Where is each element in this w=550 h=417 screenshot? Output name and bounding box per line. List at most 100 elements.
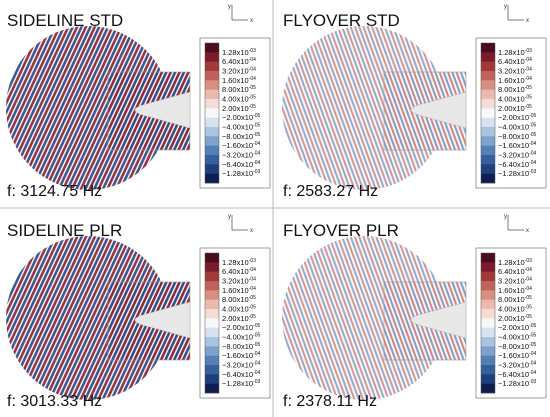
label-exponent: -03 [249, 48, 256, 54]
label-exponent: -05 [529, 123, 536, 129]
label-exponent: -05 [525, 85, 532, 91]
colorbar-band [481, 145, 495, 156]
colorbar-band [205, 346, 219, 356]
axis-label: y [504, 4, 507, 10]
frequency: f: 3124.75 Hz [7, 183, 102, 200]
colorbar-label: −3.20x10-04 [498, 361, 537, 370]
colorbar-band [205, 89, 219, 100]
label-mantissa: −6.40x10 [498, 370, 529, 379]
label-mantissa: −1.28x10 [222, 169, 253, 178]
colorbar-label: 1.28x10-03 [222, 258, 256, 267]
label-exponent: -05 [253, 333, 260, 339]
label-mantissa: −3.20x10 [222, 151, 253, 160]
label-mantissa: −3.20x10 [222, 361, 253, 370]
label-exponent: -05 [249, 104, 256, 110]
colorbar-band [205, 127, 219, 137]
label-exponent: -05 [249, 314, 256, 320]
colorbar-band [481, 337, 495, 347]
colorbar-outline [204, 252, 220, 394]
colorbar-label: 2.00x10-05 [498, 104, 532, 113]
label-mantissa: 8.00x10 [222, 85, 249, 94]
label-exponent: -05 [525, 305, 532, 311]
colorbar-band [205, 318, 219, 328]
colorbar-label: 6.40x10-04 [498, 57, 532, 66]
panel-title: FLYOVER PLR [283, 221, 399, 240]
colorbar-label: 6.40x10-04 [222, 57, 256, 66]
axis-label: y [504, 214, 507, 220]
label-mantissa: 8.00x10 [498, 85, 525, 94]
label-exponent: -04 [529, 370, 536, 376]
colorbar-label: −1.28x10-03 [222, 379, 261, 388]
label-exponent: -04 [525, 277, 532, 283]
colorbar-band [205, 164, 219, 174]
colorbar-band [481, 309, 495, 319]
label-exponent: -05 [529, 323, 536, 329]
label-mantissa: −8.00x10 [498, 342, 529, 351]
label-exponent: -04 [249, 67, 256, 73]
label-exponent: -04 [529, 151, 536, 157]
label-exponent: -05 [253, 132, 260, 138]
label-mantissa: 2.00x10 [222, 104, 249, 113]
label-exponent: -04 [529, 160, 536, 166]
frequency: f: 2378.11 Hz [283, 393, 377, 410]
panel-title: SIDELINE STD [7, 11, 123, 30]
label-exponent: -05 [525, 314, 532, 320]
label-exponent: -03 [249, 258, 256, 264]
colorbar-label: 2.00x10-05 [498, 314, 532, 323]
colorbar-label: −2.00x10-05 [222, 323, 261, 332]
label-mantissa: 6.40x10 [498, 57, 525, 66]
label-exponent: -05 [253, 342, 260, 348]
colorbar-label: 8.00x10-05 [222, 295, 256, 304]
label-exponent: -05 [253, 113, 260, 119]
label-mantissa: 1.28x10 [222, 258, 249, 267]
colorbar-band [205, 99, 219, 109]
label-mantissa: 1.28x10 [498, 258, 525, 267]
colorbar-band [205, 374, 219, 384]
label-exponent: -04 [253, 160, 260, 166]
label-mantissa: −1.60x10 [498, 141, 529, 150]
colorbar-band [205, 281, 219, 291]
axis-label: y [228, 4, 231, 10]
colorbar-label: −1.60x10-04 [498, 351, 537, 360]
colorbar-band [481, 136, 495, 146]
label-mantissa: −1.28x10 [498, 169, 529, 178]
colorbar-label: −4.00x10-05 [222, 333, 261, 342]
axis-label: x [250, 228, 253, 234]
colorbar-label: −6.40x10-04 [222, 370, 261, 379]
label-mantissa: 4.00x10 [222, 95, 249, 104]
colorbar-band [481, 155, 495, 165]
colorbar-label: −3.20x10-04 [222, 361, 261, 370]
label-exponent: -05 [529, 342, 536, 348]
label-mantissa: −8.00x10 [222, 342, 253, 351]
label-exponent: -05 [525, 95, 532, 101]
label-exponent: -05 [253, 123, 260, 129]
label-mantissa: 3.20x10 [498, 277, 525, 286]
label-exponent: -04 [525, 267, 532, 273]
label-mantissa: −1.60x10 [498, 351, 529, 360]
colorbar-band [481, 71, 495, 81]
colorbar-band [481, 253, 495, 263]
colorbar-band [205, 355, 219, 366]
colorbar-band [481, 108, 495, 118]
label-mantissa: −8.00x10 [498, 132, 529, 141]
colorbar-label: −6.40x10-04 [498, 370, 537, 379]
label-exponent: -05 [529, 113, 536, 119]
colorbar-label: −4.00x10-05 [498, 123, 537, 132]
colorbar-label: 6.40x10-04 [498, 267, 532, 276]
colorbar-band [205, 71, 219, 81]
colorbar-label: 1.60x10-04 [498, 286, 532, 295]
colorbar-band [481, 164, 495, 174]
label-mantissa: −4.00x10 [498, 333, 529, 342]
nozzle [134, 91, 191, 129]
colorbar-band [205, 43, 219, 53]
colorbar-band [481, 99, 495, 109]
label-exponent: -05 [525, 104, 532, 110]
colorbar-band [205, 52, 219, 62]
label-exponent: -03 [525, 48, 532, 54]
colorbar-label: −4.00x10-05 [498, 333, 537, 342]
axis-label: x [526, 18, 529, 24]
label-mantissa: −6.40x10 [222, 160, 253, 169]
colorbar-label: −8.00x10-05 [222, 342, 261, 351]
colorbar-band [205, 173, 219, 184]
